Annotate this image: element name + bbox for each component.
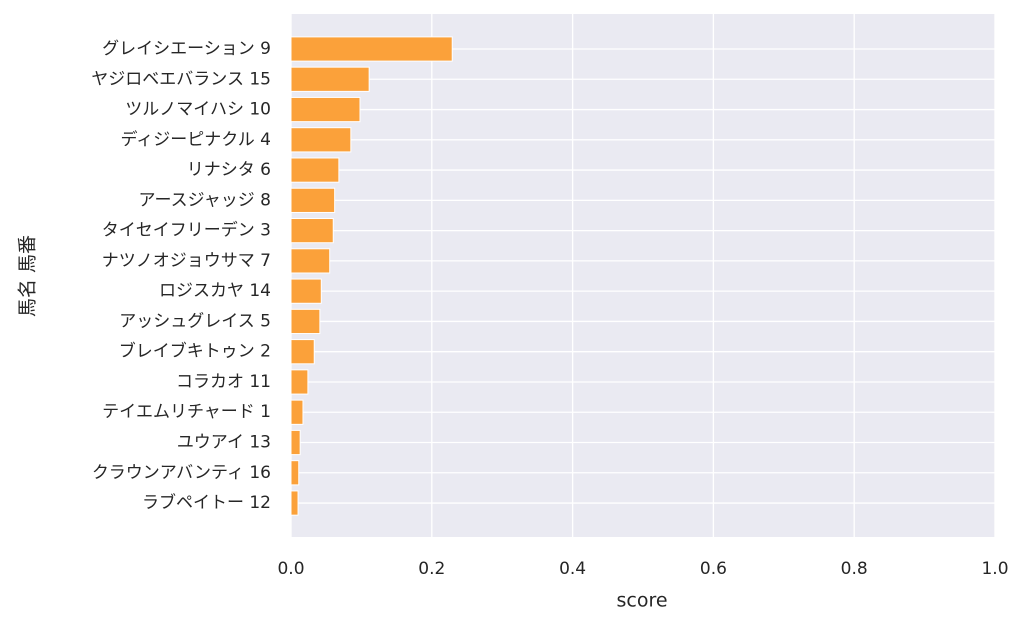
y-tick-label: アッシュグレイス 5 [119,311,271,331]
y-tick-label: コラカオ 11 [176,372,271,392]
bar [290,460,300,486]
bar [290,369,309,395]
x-tick-label: 0.4 [559,559,586,579]
y-tick-label: ヤジロベエバランス 15 [91,69,271,89]
bar [290,429,301,456]
y-tick-label: タイセイフリーデン 3 [102,220,271,241]
x-tick-label: 0.0 [277,559,304,579]
y-tick-label: ディジーピナクル 4 [120,129,271,150]
bar [290,490,299,516]
bar [290,308,321,335]
y-tick-label: グレイシエーション 9 [102,39,271,59]
y-tick-label: テイエムリチャード 1 [102,402,271,422]
bar [290,127,352,153]
bar [290,36,453,62]
y-tick-label: ナツノオジョウサマ 7 [102,251,271,271]
bar [290,248,331,274]
bar [290,66,370,92]
y-tick-label: ユウアイ 13 [177,433,271,453]
bar [290,218,334,244]
bar [290,96,361,123]
bar [290,399,304,425]
x-tick-label: 0.2 [418,559,445,579]
bar [290,157,340,183]
y-axis-label: 馬名 馬番 [17,235,39,317]
plot-area [291,14,995,537]
bar [290,339,315,365]
y-tick-label: ブレイブキトゥン 2 [119,341,271,362]
y-tick-label: ラブペイトー 12 [142,492,271,513]
bar [290,278,322,304]
y-tick-label: リナシタ 6 [187,160,271,180]
y-tick-label: アースジャッジ 8 [139,190,272,210]
x-axis-label: score [616,590,667,612]
x-tick-label: 1.0 [981,559,1008,579]
bar [290,187,336,213]
x-tick-label: 0.8 [841,559,868,579]
y-tick-label: ロジスカヤ 14 [159,281,271,301]
x-tick-label: 0.6 [700,559,727,579]
y-tick-label: クラウンアバンティ 16 [92,463,271,483]
y-tick-label: ツルノマイハシ 10 [125,100,271,120]
